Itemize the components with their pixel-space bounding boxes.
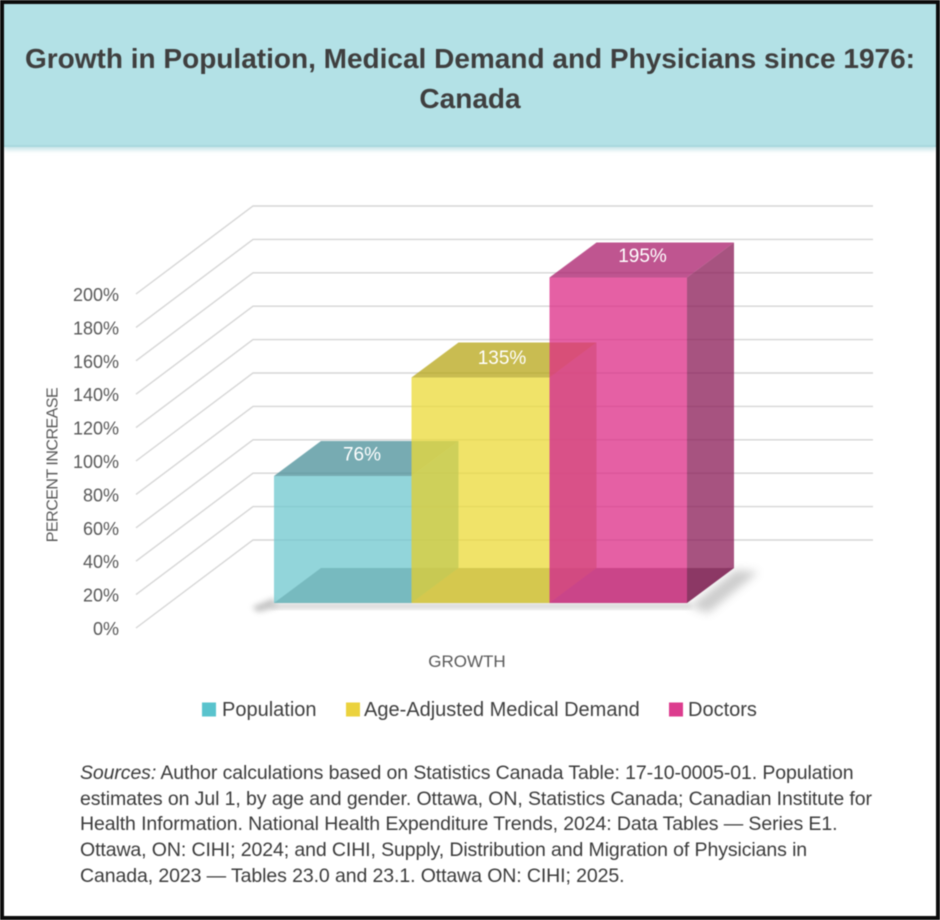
svg-text:100%: 100% bbox=[73, 452, 119, 472]
svg-text:140%: 140% bbox=[73, 385, 119, 405]
svg-text:195%: 195% bbox=[618, 246, 667, 267]
svg-text:Doctors: Doctors bbox=[688, 699, 757, 721]
svg-text:GROWTH: GROWTH bbox=[428, 652, 505, 671]
svg-text:0%: 0% bbox=[93, 619, 119, 639]
svg-text:PERCENT INCREASE: PERCENT INCREASE bbox=[45, 388, 62, 542]
svg-text:80%: 80% bbox=[83, 485, 119, 505]
svg-text:40%: 40% bbox=[83, 552, 119, 572]
svg-text:60%: 60% bbox=[83, 519, 119, 539]
svg-text:20%: 20% bbox=[83, 586, 119, 606]
svg-text:120%: 120% bbox=[73, 419, 119, 439]
svg-text:76%: 76% bbox=[343, 445, 381, 466]
svg-text:200%: 200% bbox=[73, 285, 119, 305]
svg-text:Population: Population bbox=[222, 699, 317, 721]
svg-text:180%: 180% bbox=[73, 318, 119, 338]
svg-text:160%: 160% bbox=[73, 352, 119, 372]
svg-text:135%: 135% bbox=[478, 348, 527, 369]
svg-text:Age-Adjusted Medical Demand: Age-Adjusted Medical Demand bbox=[364, 699, 640, 721]
